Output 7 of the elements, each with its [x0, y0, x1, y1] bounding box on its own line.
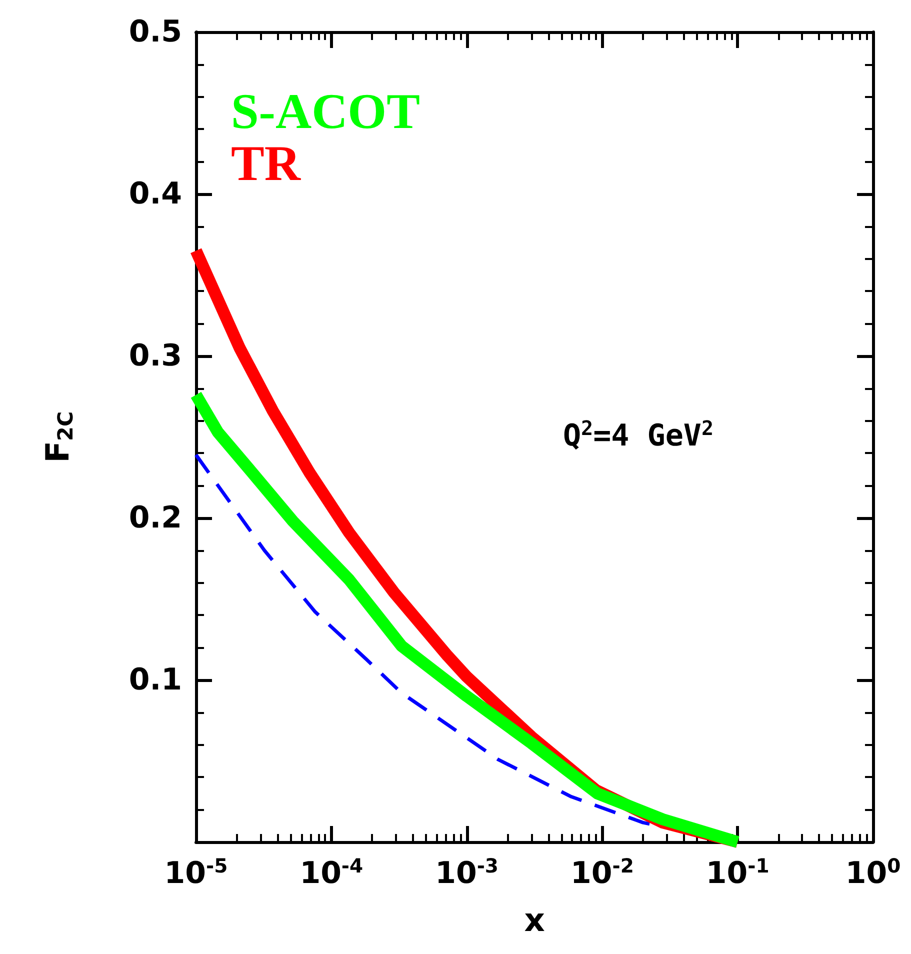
y-tick-label: 0.1 — [128, 662, 182, 698]
y-tick-label: 0.3 — [128, 338, 182, 374]
y-axis-title: F2C — [38, 411, 78, 463]
y-tick-label: 0.4 — [128, 176, 182, 212]
y-tick-label: 0.2 — [128, 500, 182, 536]
y-tick-label: 0.5 — [128, 14, 182, 50]
x-axis-title: x — [524, 901, 546, 939]
